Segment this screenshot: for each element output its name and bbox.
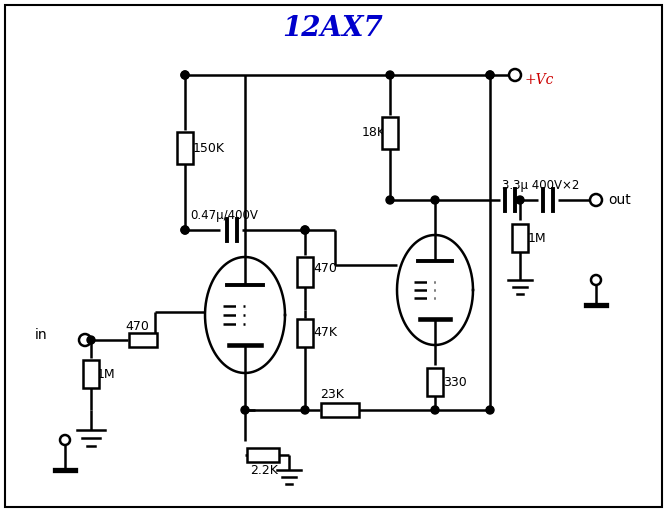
Circle shape [386,71,394,79]
Text: 0.47μ/400V: 0.47μ/400V [190,209,258,223]
Circle shape [486,71,494,79]
Circle shape [181,226,189,234]
Bar [427,368,443,396]
Text: 150K: 150K [193,141,225,155]
Text: 1M: 1M [97,368,115,380]
Circle shape [181,71,189,79]
Text: out: out [608,193,631,207]
Bar [297,319,313,347]
Bar [247,448,279,462]
Circle shape [87,336,95,344]
Bar [321,403,359,417]
Circle shape [516,196,524,204]
Text: 470: 470 [125,321,149,333]
Circle shape [431,196,439,204]
Circle shape [301,226,309,234]
Text: 12AX7: 12AX7 [283,14,384,41]
Bar [297,257,313,287]
Circle shape [386,196,394,204]
Circle shape [181,226,189,234]
Text: 3.3μ 400V×2: 3.3μ 400V×2 [502,180,580,193]
Circle shape [431,406,439,414]
Text: +Vc: +Vc [525,73,554,87]
Text: in: in [35,328,47,342]
Bar [83,360,99,388]
Text: 18K: 18K [362,126,386,139]
Text: 1M: 1M [528,231,547,245]
Bar [129,333,157,347]
Circle shape [301,406,309,414]
Text: 330: 330 [443,375,467,389]
Circle shape [486,406,494,414]
Text: 470: 470 [313,262,337,274]
Bar [177,132,193,164]
Circle shape [241,406,249,414]
Circle shape [301,226,309,234]
Text: 47K: 47K [313,327,337,339]
Bar [512,224,528,252]
Bar [382,117,398,149]
Text: 2.2K: 2.2K [250,463,278,477]
Text: 23K: 23K [320,389,344,401]
Circle shape [181,71,189,79]
Circle shape [486,71,494,79]
